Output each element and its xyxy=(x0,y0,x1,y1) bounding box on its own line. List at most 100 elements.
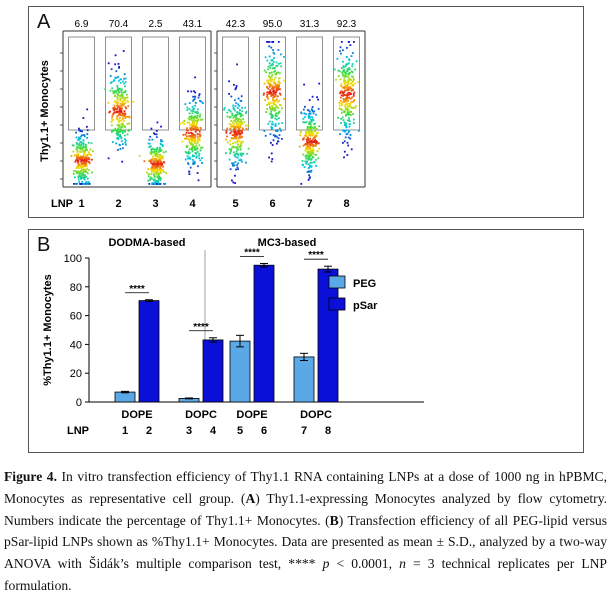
event-dot xyxy=(309,153,311,156)
event-dot xyxy=(347,99,349,102)
event-dot xyxy=(80,175,83,178)
event-dot xyxy=(151,163,154,166)
event-dot xyxy=(149,159,152,162)
event-dot xyxy=(348,123,351,125)
lnp-axis-label: LNP xyxy=(67,425,89,437)
event-dot xyxy=(75,170,77,172)
event-dot xyxy=(119,95,121,98)
event-dot xyxy=(152,160,155,163)
event-dot xyxy=(120,91,123,94)
event-dot xyxy=(156,165,159,167)
event-dot xyxy=(348,125,351,128)
event-dot xyxy=(274,117,277,120)
event-dot xyxy=(271,62,274,65)
event-dot xyxy=(309,170,312,173)
event-dot xyxy=(245,127,248,130)
event-dot xyxy=(159,177,161,179)
event-dot xyxy=(346,110,349,113)
event-dot xyxy=(77,154,80,157)
event-dot xyxy=(279,93,282,96)
event-dot xyxy=(312,129,315,132)
event-dot xyxy=(228,148,231,151)
event-dot xyxy=(337,116,339,119)
flow-events-lnp-4 xyxy=(179,76,204,182)
group-title-dodma: DODMA-based xyxy=(108,237,185,249)
event-dot xyxy=(117,123,119,126)
event-dot xyxy=(274,113,277,116)
event-dot xyxy=(277,63,280,65)
event-dot xyxy=(187,163,190,166)
event-dot xyxy=(238,105,241,107)
event-dot xyxy=(190,131,192,134)
event-dot xyxy=(124,77,127,80)
event-dot xyxy=(340,108,342,110)
event-dot xyxy=(161,162,164,165)
event-dot xyxy=(308,110,311,113)
event-dot xyxy=(235,133,238,135)
event-dot xyxy=(118,79,120,82)
event-dot xyxy=(109,89,112,92)
event-dot xyxy=(120,78,122,81)
event-dot xyxy=(277,87,279,89)
event-dot xyxy=(348,77,351,80)
event-dot xyxy=(190,129,193,131)
gate-percentage: 43.1 xyxy=(183,19,203,30)
event-dot xyxy=(119,134,121,137)
event-dot xyxy=(240,100,243,102)
event-dot xyxy=(308,158,310,160)
event-dot xyxy=(270,141,272,144)
event-dot xyxy=(111,114,114,117)
event-dot xyxy=(91,158,93,161)
event-dot xyxy=(111,116,113,119)
event-dot xyxy=(196,114,199,117)
event-dot xyxy=(159,169,162,171)
event-dot xyxy=(159,156,162,159)
event-dot xyxy=(246,152,249,155)
event-dot xyxy=(302,144,305,147)
event-dot xyxy=(346,106,349,109)
event-dot xyxy=(342,142,344,144)
bar-peg xyxy=(114,391,136,403)
event-dot xyxy=(343,70,345,72)
event-dot xyxy=(158,146,161,149)
lnp-number: 3 xyxy=(186,425,192,437)
event-dot xyxy=(122,124,124,126)
event-dot xyxy=(310,119,313,122)
event-dot xyxy=(270,110,273,113)
event-dot xyxy=(191,133,193,136)
event-dot xyxy=(117,136,119,139)
event-dot xyxy=(270,116,273,119)
event-dot xyxy=(344,110,346,113)
event-dot xyxy=(83,135,86,138)
event-dot xyxy=(226,111,229,114)
event-dot xyxy=(79,147,82,149)
event-dot xyxy=(307,128,310,130)
event-dot xyxy=(194,130,197,133)
caption-ref-a: A xyxy=(245,490,256,506)
event-dot xyxy=(83,134,85,136)
event-dot xyxy=(339,92,341,94)
event-dot xyxy=(344,65,347,68)
event-dot xyxy=(119,82,122,84)
event-dot xyxy=(152,151,154,154)
event-dot xyxy=(240,158,242,161)
event-dot xyxy=(187,129,189,132)
event-dot xyxy=(277,95,279,98)
event-dot xyxy=(225,131,228,134)
event-dot xyxy=(147,175,150,178)
event-dot xyxy=(234,126,237,129)
event-dot xyxy=(274,70,277,72)
event-dot xyxy=(117,149,119,151)
event-dot xyxy=(163,171,165,173)
event-dot xyxy=(160,149,163,152)
event-dot xyxy=(234,114,237,117)
event-dot xyxy=(283,56,285,58)
event-dot xyxy=(232,121,234,124)
event-dot xyxy=(192,136,195,138)
event-dot xyxy=(191,126,194,129)
event-dot xyxy=(353,118,355,121)
event-dot xyxy=(196,172,199,174)
event-dot xyxy=(195,124,197,127)
event-dot xyxy=(153,163,155,165)
event-dot xyxy=(269,113,272,115)
